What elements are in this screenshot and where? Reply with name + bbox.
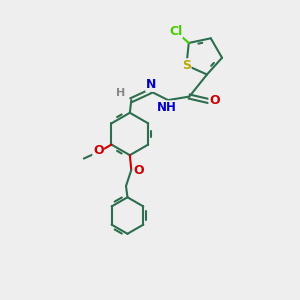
Text: S: S [182, 59, 191, 72]
Text: O: O [93, 144, 104, 157]
Text: NH: NH [157, 101, 177, 114]
Text: H: H [116, 88, 126, 98]
Text: Cl: Cl [169, 25, 182, 38]
Text: N: N [146, 78, 156, 91]
Text: O: O [209, 94, 220, 107]
Text: O: O [134, 164, 144, 177]
